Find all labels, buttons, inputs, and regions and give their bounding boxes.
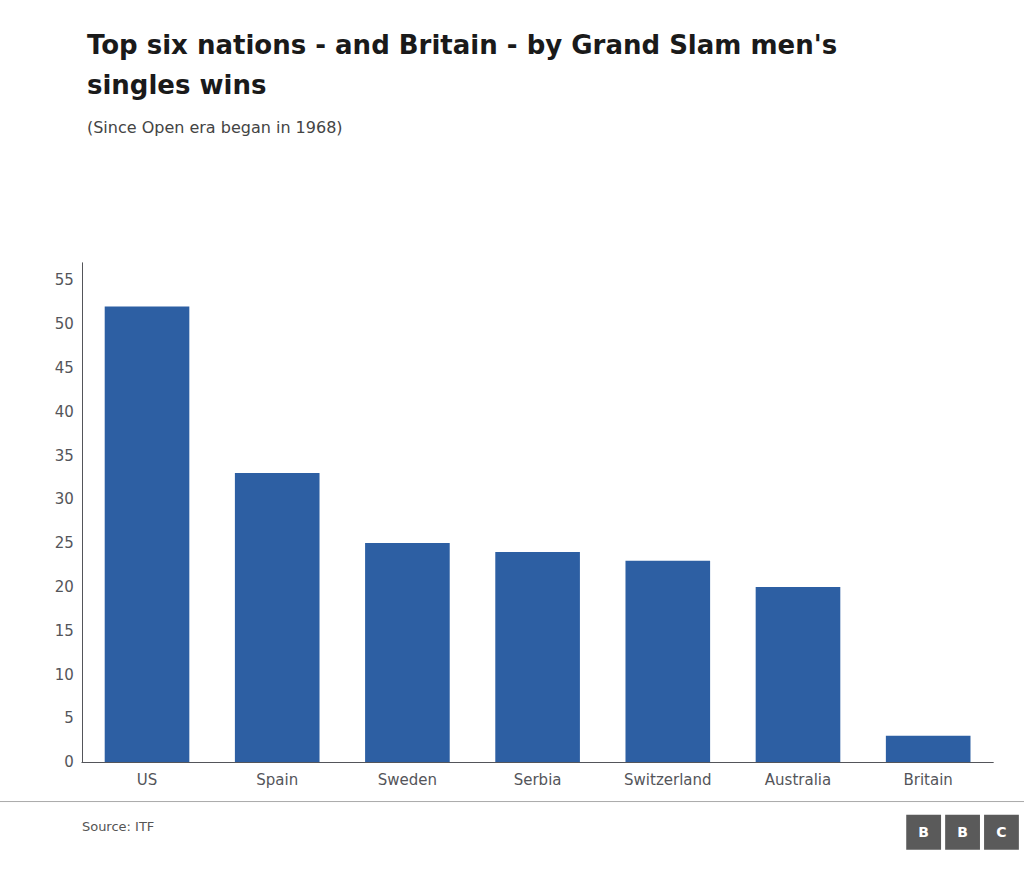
svg-text:15: 15 [55,622,74,640]
svg-text:40: 40 [55,403,74,421]
svg-text:Switzerland: Switzerland [624,771,712,789]
svg-text:singles wins: singles wins [87,70,266,100]
svg-text:35: 35 [55,447,74,465]
svg-text:Top six nations - and Britain: Top six nations - and Britain - by Grand… [87,30,837,60]
svg-text:55: 55 [55,271,74,289]
svg-text:C: C [996,824,1006,840]
svg-text:Australia: Australia [765,771,831,789]
svg-text:B: B [918,824,929,840]
svg-text:Serbia: Serbia [514,771,562,789]
svg-text:Sweden: Sweden [378,771,437,789]
svg-text:30: 30 [55,490,74,508]
svg-text:10: 10 [55,666,74,684]
svg-text:20: 20 [55,578,74,596]
svg-text:Source: ITF: Source: ITF [82,819,154,834]
svg-text:US: US [137,771,158,789]
svg-text:(Since Open era began in 1968): (Since Open era began in 1968) [87,118,343,137]
svg-text:5: 5 [64,709,74,727]
svg-text:45: 45 [55,359,74,377]
svg-text:B: B [957,824,968,840]
svg-text:Britain: Britain [903,771,952,789]
svg-text:0: 0 [64,753,74,771]
svg-text:Spain: Spain [256,771,298,789]
svg-text:50: 50 [55,315,74,333]
svg-text:25: 25 [55,534,74,552]
